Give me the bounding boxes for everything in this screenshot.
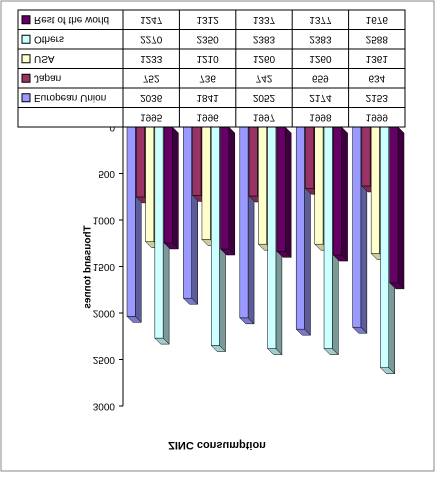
bar xyxy=(389,126,399,284)
legend-label: Rest of the world xyxy=(34,14,109,25)
x-tick-label: 1996 xyxy=(196,112,219,123)
bar xyxy=(258,126,267,245)
bar xyxy=(314,126,324,245)
bar xyxy=(145,126,155,242)
table-value: 634 xyxy=(368,73,385,84)
bar xyxy=(267,126,277,349)
bar xyxy=(136,126,145,198)
legend-label: Japan xyxy=(34,73,61,84)
table-value: 1361 xyxy=(366,53,389,64)
table-value: 1210 xyxy=(196,53,219,64)
chart-title: ZINC consumption xyxy=(168,439,266,451)
table-value: 1841 xyxy=(196,92,219,103)
x-tick-label: 1998 xyxy=(309,112,332,123)
bar xyxy=(163,126,173,244)
legend-swatch xyxy=(21,15,31,25)
table-value: 1260 xyxy=(253,53,276,64)
table-value: 659 xyxy=(312,73,329,84)
bar xyxy=(183,126,192,299)
table-value: 2350 xyxy=(196,34,219,45)
y-tick-label: 1000 xyxy=(93,214,116,225)
bar xyxy=(305,126,315,189)
legend-label: USA xyxy=(34,53,55,64)
legend-swatch xyxy=(21,54,31,64)
table-value: 1312 xyxy=(196,14,219,25)
bar xyxy=(154,126,164,339)
legend-label: European Union xyxy=(34,92,106,103)
bar xyxy=(126,126,136,317)
table-value: 1377 xyxy=(309,14,332,25)
bar xyxy=(276,126,286,252)
bar xyxy=(239,126,249,319)
bar-side xyxy=(397,126,405,290)
legend-swatch xyxy=(21,73,31,83)
bar-side xyxy=(228,126,236,256)
bar xyxy=(220,126,230,250)
table-value: 2052 xyxy=(253,92,276,103)
table-value: 1260 xyxy=(309,53,332,64)
bar xyxy=(380,126,389,368)
legend-label: Others xyxy=(34,34,64,45)
table-value: 2270 xyxy=(140,34,163,45)
table-value: 752 xyxy=(143,73,160,84)
bar-side xyxy=(341,126,348,262)
bar xyxy=(248,126,258,197)
table-value: 2383 xyxy=(253,34,276,45)
table-value: 2383 xyxy=(309,34,332,45)
x-tick-label: 1995 xyxy=(140,112,163,123)
y-tick-label: 1500 xyxy=(93,261,116,272)
bar xyxy=(333,126,342,256)
bar xyxy=(210,126,220,346)
x-tick-label: 1999 xyxy=(366,112,389,123)
table-value: 1247 xyxy=(140,14,163,25)
bar-side xyxy=(284,126,292,258)
table-value: 742 xyxy=(256,73,273,84)
bar xyxy=(323,126,333,349)
bar-side xyxy=(172,126,179,250)
table-value: 736 xyxy=(199,73,216,84)
bar xyxy=(192,126,202,196)
table-value: 1233 xyxy=(140,53,163,64)
table-value: 2153 xyxy=(366,92,389,103)
y-axis-title: Thousand tonnes xyxy=(83,225,94,309)
table-value: 2036 xyxy=(140,92,163,103)
y-tick-label: 3000 xyxy=(93,400,116,411)
bar xyxy=(370,126,380,254)
legend-swatch xyxy=(21,34,31,44)
table-value: 2174 xyxy=(309,92,332,103)
table-value: 1676 xyxy=(366,14,389,25)
bar xyxy=(361,126,371,187)
x-tick-label: 1997 xyxy=(253,112,276,123)
table-value: 2588 xyxy=(366,34,389,45)
legend-swatch xyxy=(21,93,31,103)
bar xyxy=(352,126,362,328)
bar xyxy=(201,126,211,240)
y-tick-label: 2500 xyxy=(93,354,116,365)
y-tick-label: 2000 xyxy=(93,307,116,318)
bar xyxy=(295,126,305,330)
y-tick-label: 500 xyxy=(98,168,115,179)
table-value: 1337 xyxy=(253,14,276,25)
